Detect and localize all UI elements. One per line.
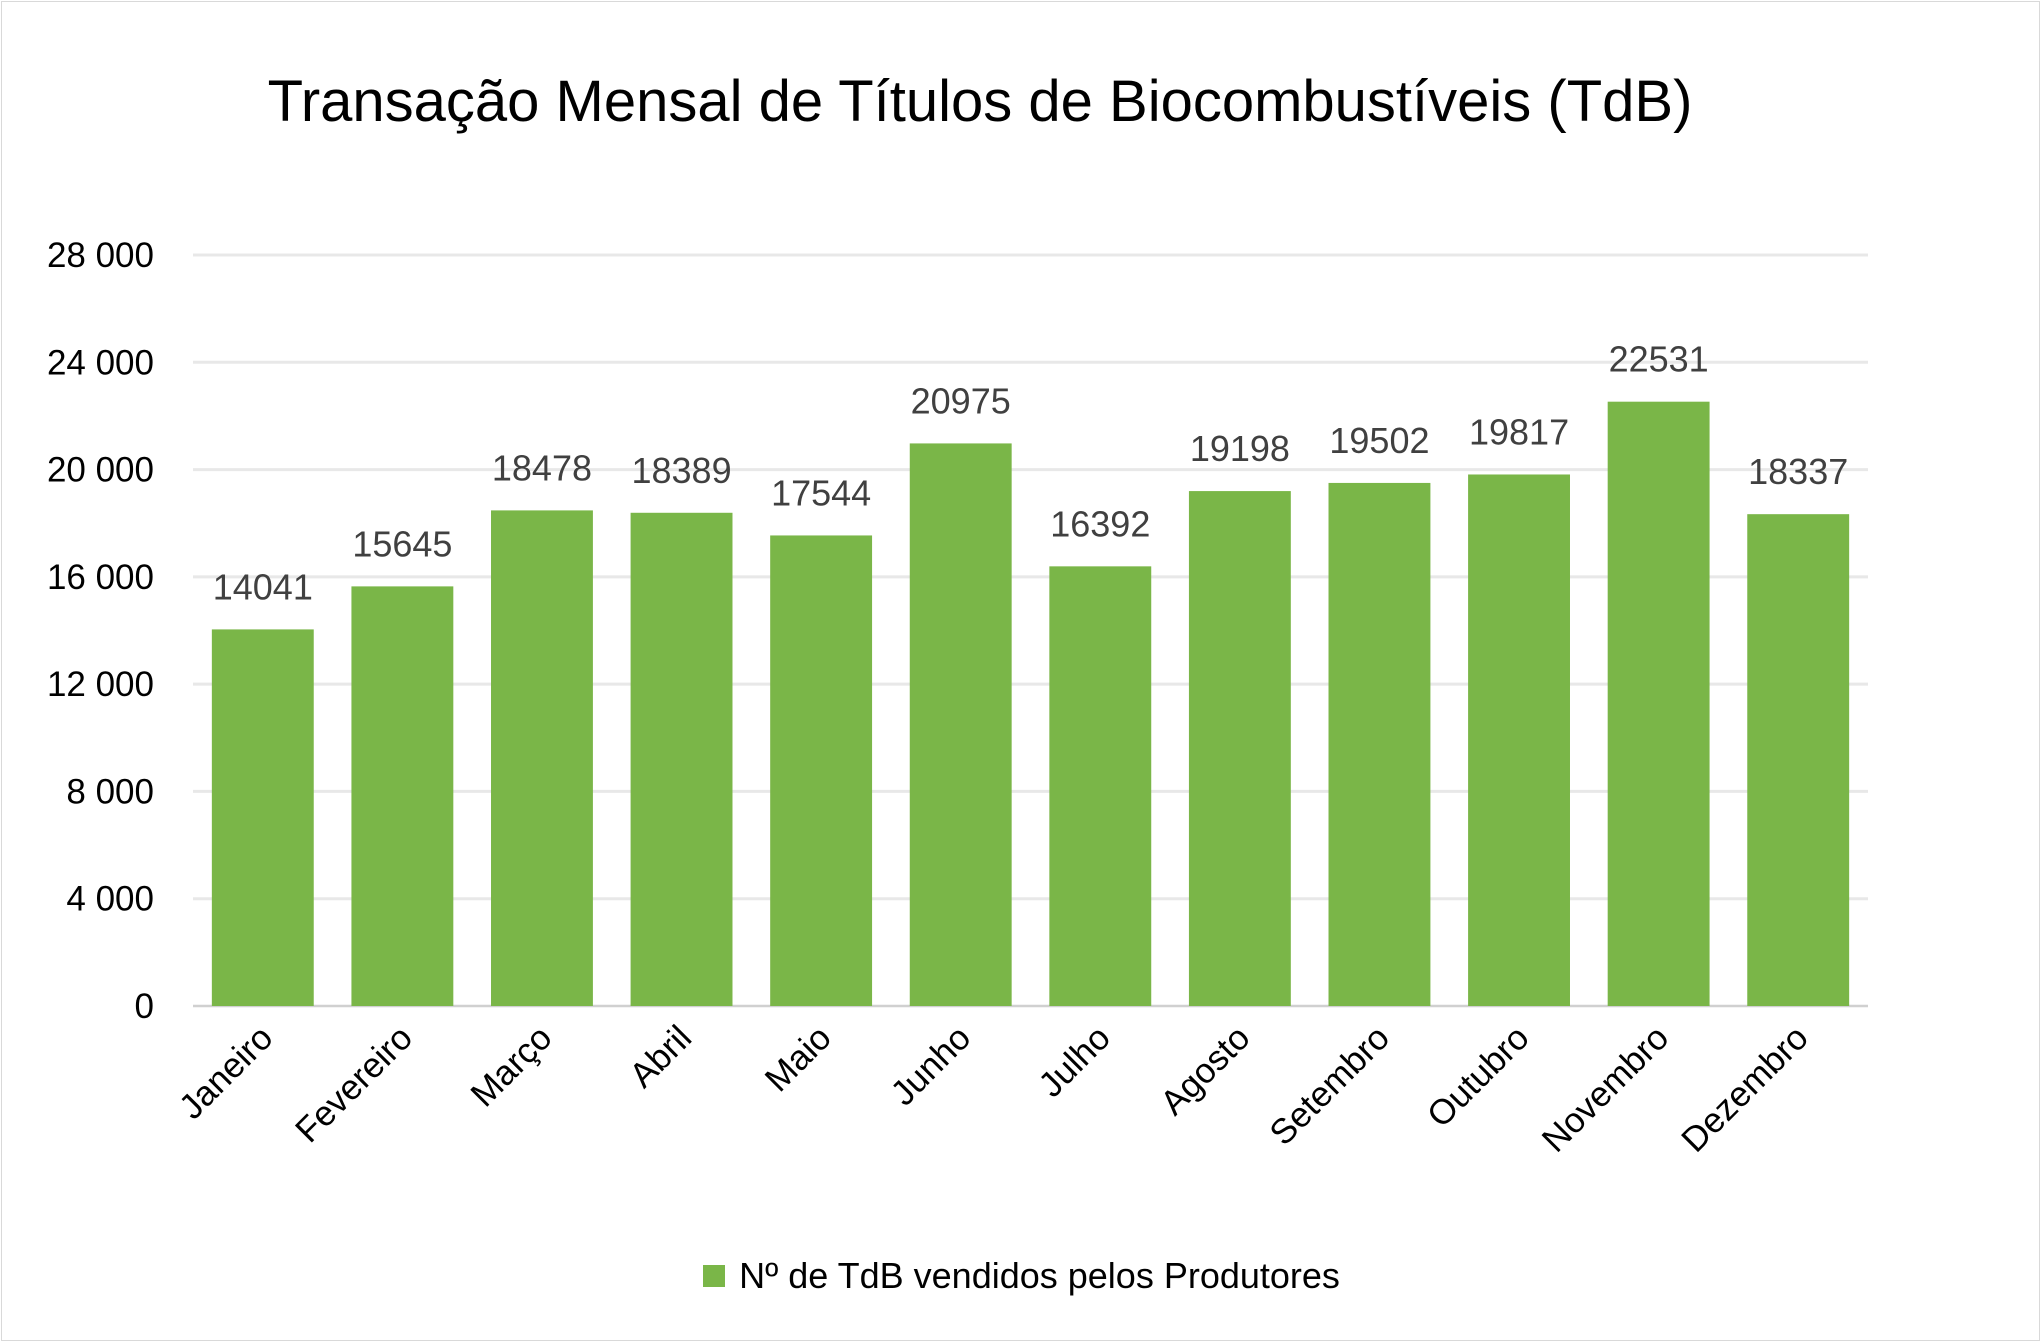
x-tick-label: Novembro — [1535, 1018, 1677, 1160]
legend: Nº de TdB vendidos pelos Produtores — [0, 1255, 2043, 1297]
x-axis-ticks: Janeiro Fevereiro Março Abril Maio Junho Julho… — [172, 1018, 1816, 1160]
legend-swatch — [703, 1265, 726, 1287]
y-tick-label: 4 000 — [66, 880, 154, 919]
x-tick-label: Abril — [622, 1018, 699, 1095]
bar — [770, 535, 873, 1006]
x-tick-label: Fevereiro — [288, 1018, 420, 1150]
y-tick-label: 8 000 — [66, 772, 154, 811]
bars — [211, 401, 1850, 1007]
data-label: 20975 — [911, 380, 1011, 421]
x-tick-label: Março — [463, 1018, 559, 1114]
bar — [491, 510, 593, 1006]
bar — [1607, 401, 1710, 1006]
data-label: 22531 — [1609, 339, 1709, 380]
x-tick-label: Setembro — [1262, 1018, 1397, 1153]
y-tick-label: 24 000 — [47, 343, 154, 382]
y-tick-label: 20 000 — [47, 451, 154, 490]
bar — [1468, 474, 1570, 1006]
x-tick-label: Dezembro — [1674, 1018, 1816, 1160]
data-label: 19817 — [1469, 411, 1569, 452]
x-tick-label: Janeiro — [172, 1018, 281, 1127]
data-label: 17544 — [771, 472, 871, 513]
y-tick-label: 12 000 — [47, 665, 154, 704]
bar — [909, 443, 1012, 1006]
bar — [1747, 514, 1850, 1006]
bar — [1188, 491, 1291, 1006]
y-tick-label: 16 000 — [47, 558, 154, 597]
x-tick-label: Outubro — [1420, 1018, 1537, 1135]
bar — [1049, 566, 1152, 1006]
x-tick-label: Agosto — [1153, 1018, 1258, 1123]
data-label: 18389 — [631, 450, 731, 491]
x-tick-label: Maio — [758, 1018, 839, 1099]
data-label: 19502 — [1329, 420, 1429, 461]
data-label: 18337 — [1748, 451, 1848, 492]
bar — [1328, 482, 1431, 1007]
bar — [211, 629, 314, 1006]
bar — [351, 586, 454, 1006]
data-label: 18478 — [492, 447, 592, 488]
data-label: 14041 — [213, 566, 313, 607]
bar — [630, 512, 733, 1006]
y-tick-label: 28 000 — [47, 236, 154, 275]
y-axis-ticks: 0 4 000 8 000 12 000 16 000 20 000 24 000 28 00… — [47, 236, 154, 1026]
data-label: 15645 — [352, 523, 452, 564]
data-label: 19198 — [1190, 428, 1290, 469]
y-tick-label: 0 — [135, 987, 154, 1026]
x-tick-label: Junho — [883, 1018, 978, 1113]
chart-title: Transação Mensal de Títulos de Biocombus… — [267, 69, 1693, 134]
data-labels: 14041 15645 18478 18389 17544 20975 16392 19198… — [213, 339, 1849, 608]
gridlines — [193, 253, 1868, 1008]
x-tick-label: Julho — [1031, 1018, 1118, 1105]
data-label: 16392 — [1050, 503, 1150, 544]
legend-label: Nº de TdB vendidos pelos Produtores — [739, 1255, 1340, 1296]
